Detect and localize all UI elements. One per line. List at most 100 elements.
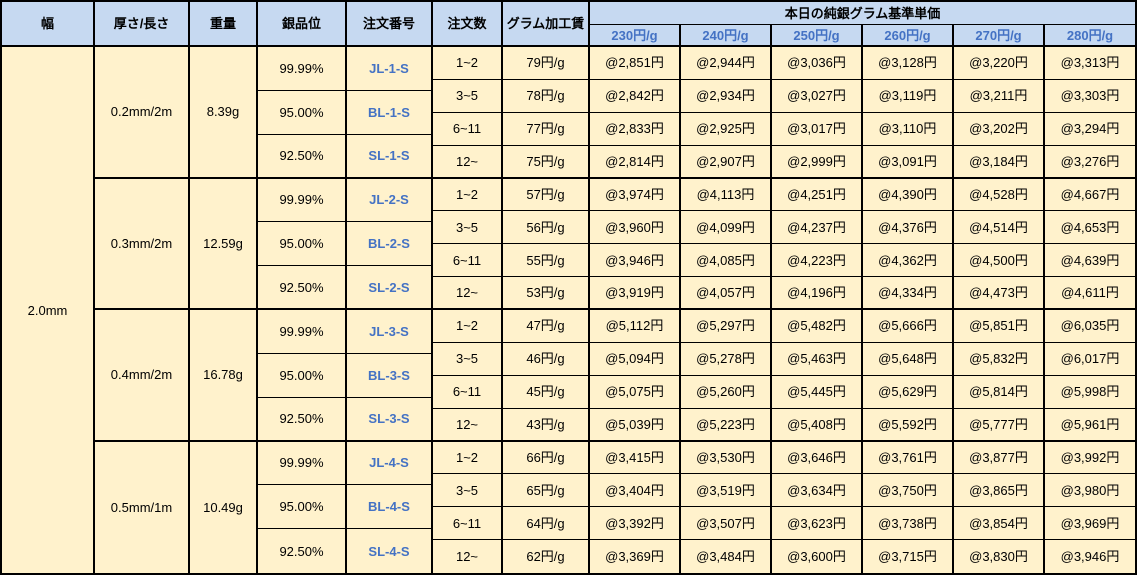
cell-price: @3,969円 [1045, 507, 1135, 541]
cell-thickness-length: 0.5mm/1m [95, 441, 190, 573]
col-header-order-qty: 注文数 [433, 2, 503, 47]
cell-price: @2,944円 [681, 47, 772, 80]
cell-gram-fee: 79円/g [503, 47, 590, 80]
col-header-thickness-length: 厚さ/長さ [95, 2, 190, 47]
cell-price: @4,667円 [1045, 178, 1135, 212]
cell-price: @4,362円 [863, 244, 954, 278]
cell-price: @3,202円 [954, 112, 1045, 146]
col-header-width: 幅 [2, 2, 95, 47]
cell-weight: 12.59g [190, 178, 258, 310]
cell-thickness-length: 0.3mm/2m [95, 178, 190, 310]
cell-price: @4,376円 [863, 211, 954, 245]
cell-order-qty: 12~ [433, 277, 503, 310]
cell-price: @4,196円 [772, 277, 863, 310]
cell-price: @4,639円 [1045, 244, 1135, 278]
price-col-header-270: 270円/g [954, 25, 1045, 47]
cell-price: @2,842円 [590, 79, 681, 113]
cell-order-number: BL-4-S [347, 485, 433, 530]
cell-price: @2,833円 [590, 112, 681, 146]
cell-width-value: 2.0mm [2, 47, 95, 573]
price-col-header-240: 240円/g [681, 25, 772, 47]
cell-price: @5,445円 [772, 375, 863, 409]
cell-order-qty: 6~11 [433, 375, 503, 409]
cell-price: @3,507円 [681, 507, 772, 541]
cell-order-qty: 1~2 [433, 310, 503, 343]
cell-price: @3,623円 [772, 507, 863, 541]
cell-price: @3,211円 [954, 79, 1045, 113]
cell-price: @6,035円 [1045, 310, 1135, 343]
cell-gram-fee: 77円/g [503, 112, 590, 146]
cell-silver-purity: 95.00% [258, 222, 347, 267]
col-header-gram-fee: グラム加工賃 [503, 2, 590, 47]
cell-price: @4,653円 [1045, 211, 1135, 245]
cell-price: @3,877円 [954, 441, 1045, 475]
cell-price: @3,220円 [954, 47, 1045, 80]
cell-weight: 16.78g [190, 310, 258, 442]
cell-gram-fee: 66円/g [503, 441, 590, 475]
cell-thickness-length: 0.4mm/2m [95, 310, 190, 442]
cell-price: @2,925円 [681, 112, 772, 146]
price-col-header-260: 260円/g [863, 25, 954, 47]
cell-order-number: SL-2-S [347, 266, 433, 310]
cell-gram-fee: 45円/g [503, 375, 590, 409]
cell-silver-purity: 99.99% [258, 178, 347, 223]
cell-price: @3,530円 [681, 441, 772, 475]
cell-price: @5,832円 [954, 342, 1045, 376]
cell-price: @6,017円 [1045, 342, 1135, 376]
cell-gram-fee: 64円/g [503, 507, 590, 541]
cell-price: @5,408円 [772, 408, 863, 442]
cell-price: @4,334円 [863, 277, 954, 310]
cell-silver-purity: 99.99% [258, 441, 347, 486]
cell-silver-purity: 99.99% [258, 47, 347, 91]
cell-price: @2,999円 [772, 145, 863, 179]
cell-silver-purity: 95.00% [258, 485, 347, 530]
cell-price: @4,223円 [772, 244, 863, 278]
cell-price: @3,027円 [772, 79, 863, 113]
cell-price: @3,919円 [590, 277, 681, 310]
cell-price: @5,223円 [681, 408, 772, 442]
cell-price: @4,528円 [954, 178, 1045, 212]
cell-gram-fee: 56円/g [503, 211, 590, 245]
cell-price: @4,099円 [681, 211, 772, 245]
cell-gram-fee: 55円/g [503, 244, 590, 278]
cell-price: @3,313円 [1045, 47, 1135, 80]
cell-gram-fee: 75円/g [503, 145, 590, 179]
cell-order-qty: 6~11 [433, 507, 503, 541]
cell-price: @3,294円 [1045, 112, 1135, 146]
cell-order-qty: 3~5 [433, 342, 503, 376]
col-header-weight: 重量 [190, 2, 258, 47]
cell-price: @5,648円 [863, 342, 954, 376]
cell-gram-fee: 47円/g [503, 310, 590, 343]
cell-price: @4,390円 [863, 178, 954, 212]
cell-price: @3,484円 [681, 540, 772, 573]
cell-price: @5,278円 [681, 342, 772, 376]
cell-price: @4,500円 [954, 244, 1045, 278]
cell-price: @5,039円 [590, 408, 681, 442]
cell-price: @3,992円 [1045, 441, 1135, 475]
cell-weight: 8.39g [190, 47, 258, 179]
cell-order-qty: 3~5 [433, 79, 503, 113]
cell-order-qty: 12~ [433, 540, 503, 573]
cell-price: @3,634円 [772, 474, 863, 508]
cell-price: @3,761円 [863, 441, 954, 475]
cell-price: @4,251円 [772, 178, 863, 212]
price-group-header: 本日の純銀グラム基準単価 [590, 2, 1135, 25]
cell-price: @3,110円 [863, 112, 954, 146]
cell-silver-purity: 92.50% [258, 397, 347, 442]
cell-price: @3,392円 [590, 507, 681, 541]
cell-price: @5,814円 [954, 375, 1045, 409]
cell-price: @5,463円 [772, 342, 863, 376]
cell-price: @5,592円 [863, 408, 954, 442]
cell-price: @5,851円 [954, 310, 1045, 343]
cell-price: @5,094円 [590, 342, 681, 376]
cell-price: @5,112円 [590, 310, 681, 343]
cell-price: @3,946円 [590, 244, 681, 278]
cell-silver-purity: 92.50% [258, 266, 347, 310]
cell-price: @4,473円 [954, 277, 1045, 310]
cell-price: @2,907円 [681, 145, 772, 179]
cell-gram-fee: 57円/g [503, 178, 590, 212]
cell-gram-fee: 65円/g [503, 474, 590, 508]
cell-order-qty: 12~ [433, 145, 503, 179]
cell-price: @3,646円 [772, 441, 863, 475]
